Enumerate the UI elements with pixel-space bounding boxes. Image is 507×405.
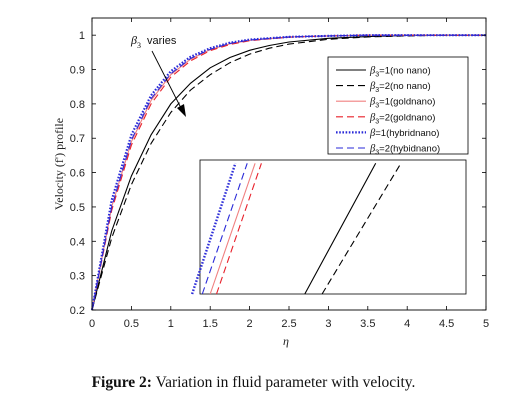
caption-label: Figure 2: <box>91 374 152 391</box>
legend-entry-subscript: 3 <box>375 72 379 79</box>
legend-entry-rest: =1(goldnano) <box>379 97 435 108</box>
x-tick-label: 2.5 <box>281 318 296 330</box>
figure-caption: Figure 2: Variation in fluid parameter w… <box>0 374 507 392</box>
annotation-text: β3 varies <box>130 33 177 50</box>
x-tick-label: 0.5 <box>124 318 139 330</box>
legend-entry-label: β3=1(no nano) <box>369 66 431 79</box>
annotation-arrow-shaft <box>151 50 183 111</box>
curve-series-3 <box>91 34 486 311</box>
legend-entry-subscript: 3 <box>375 103 379 110</box>
y-tick-label: 0.9 <box>70 65 85 77</box>
legend-entry-label: β3=2(hybidnano) <box>369 144 440 157</box>
main-curves <box>90 34 486 311</box>
y-tick-label: 0.5 <box>70 202 85 214</box>
caption-text: Variation in fluid parameter with veloci… <box>155 374 416 391</box>
annotation-subscript: 3 <box>137 41 141 50</box>
legend-box <box>327 56 469 155</box>
x-tick-label: 2 <box>247 318 253 330</box>
legend-entry-rest: =1(hybridnano) <box>375 128 439 139</box>
x-tick-label: 0 <box>89 318 95 330</box>
legend-entry-symbol: β <box>369 144 376 155</box>
legend-entry-symbol: β <box>369 66 376 77</box>
legend-entry-symbol: β <box>369 128 376 139</box>
inset-curve-series-5 <box>201 163 248 295</box>
legend-entry-rest: =1(no nano) <box>379 66 431 77</box>
y-tick-label: 0.6 <box>70 168 85 180</box>
inset-curve-series-3 <box>215 163 262 295</box>
legend-entry-label: β=1(hybridnano) <box>369 128 439 139</box>
legend-entry-rest: =2(hybidnano) <box>379 144 440 155</box>
curve-series-4 <box>90 34 486 311</box>
x-tick-label: 3.5 <box>360 318 375 330</box>
y-tick-label: 0.2 <box>70 305 85 317</box>
x-tick-label: 4.5 <box>439 318 454 330</box>
legend-entry-subscript: 3 <box>375 118 379 125</box>
y-tick-label: 0.3 <box>70 271 85 283</box>
x-tick-label: 3 <box>325 318 331 330</box>
legend-entry-symbol: β <box>369 97 376 108</box>
annotation-symbol: β <box>130 33 137 47</box>
x-axis-label: η <box>283 334 289 348</box>
x-tick-label: 1.5 <box>203 318 218 330</box>
inset-curves <box>190 162 402 295</box>
x-tick-label: 1 <box>168 318 174 330</box>
legend-entry-subscript: 3 <box>375 87 379 94</box>
y-tick-label: 0.8 <box>70 99 85 111</box>
inset-curve-series-2 <box>209 163 256 295</box>
annotation-word: varies <box>147 35 177 47</box>
legend-entry-rest: =2(goldnano) <box>379 112 435 123</box>
y-ticks: 0.2 0.3 0.4 0.5 0.6 0.7 0.8 0.9 1 <box>70 30 486 317</box>
legend: β3=1(no nano)β3=2(no nano)β3=1(goldnano)… <box>336 66 440 157</box>
legend-entry-subscript: 3 <box>375 150 379 157</box>
y-tick-label: 0.4 <box>70 236 85 248</box>
legend-entry-label: β3=2(no nano) <box>369 81 431 94</box>
curve-series-1 <box>91 34 486 311</box>
legend-entry-symbol: β <box>369 81 376 92</box>
y-tick-label: 0.7 <box>70 133 85 145</box>
inset-curve-series-1 <box>321 163 402 295</box>
curve-series-5 <box>91 34 486 311</box>
inset-box <box>199 159 467 295</box>
y-tick-label: 1 <box>79 30 85 42</box>
legend-entry-label: β3=2(goldnano) <box>369 112 435 125</box>
inset-curve-series-4 <box>190 162 237 295</box>
legend-entry-rest: =2(no nano) <box>379 81 431 92</box>
annotation-arrow-head <box>177 104 186 117</box>
x-tick-label: 4 <box>404 318 410 330</box>
legend-entry-label: β3=1(goldnano) <box>369 97 435 110</box>
legend-entry-symbol: β <box>369 112 376 123</box>
y-axis-label: Velocity (f') profile <box>52 118 66 210</box>
x-ticks: 0 0.5 1 1.5 2 2.5 3 3.5 4 4.5 5 <box>89 18 489 330</box>
inset-curve-series-0 <box>304 163 377 295</box>
x-tick-label: 5 <box>483 318 489 330</box>
